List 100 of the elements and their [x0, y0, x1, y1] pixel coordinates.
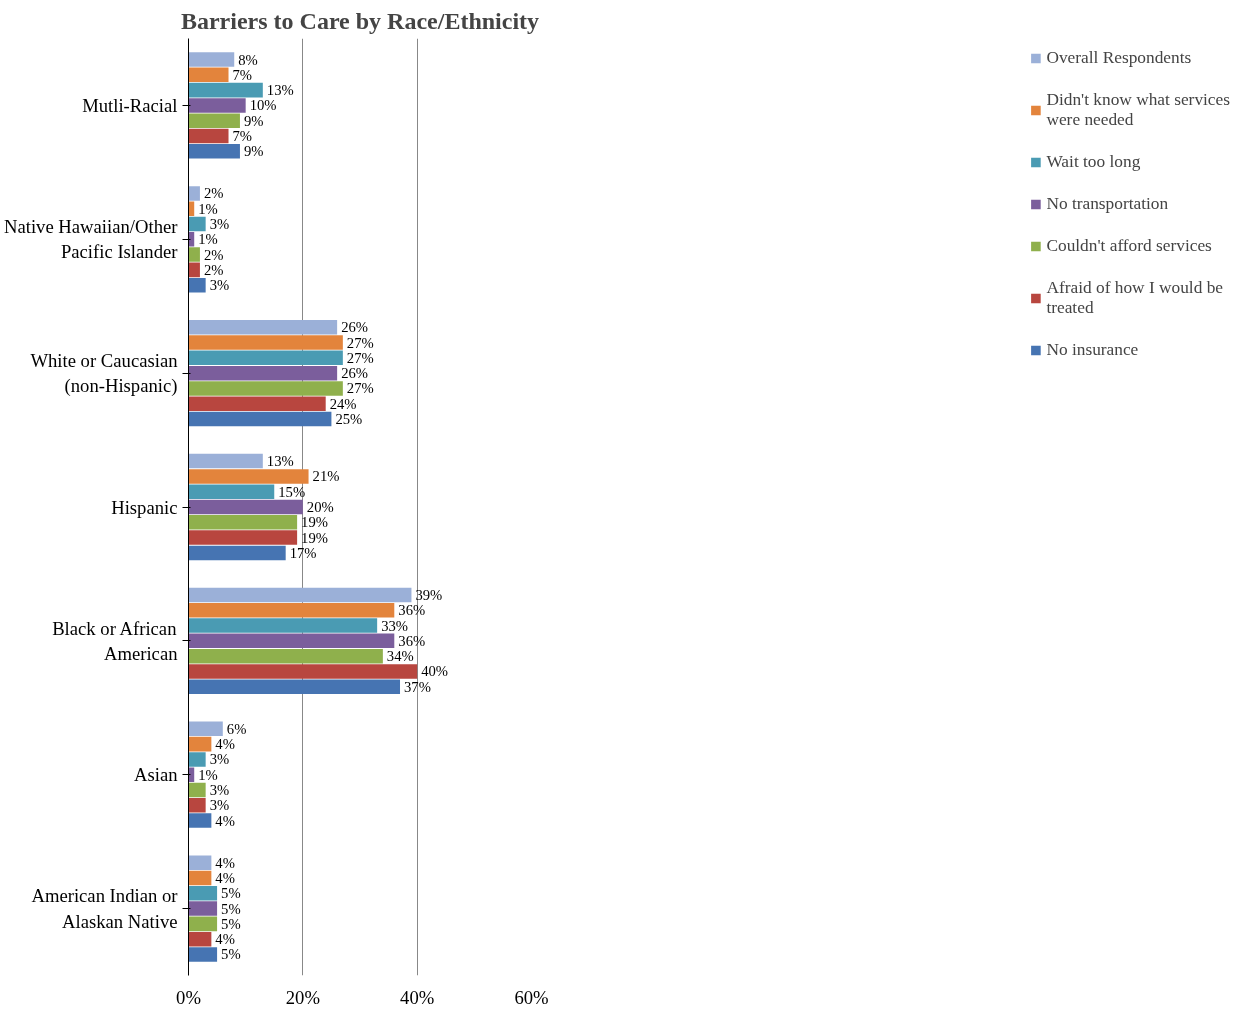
bar	[188, 587, 412, 603]
bar	[188, 782, 206, 798]
data-label: 3%	[209, 797, 230, 814]
bar	[188, 453, 263, 469]
bar	[188, 886, 218, 901]
legend-label: No insurance	[1046, 340, 1139, 360]
data-label: 13%	[266, 453, 294, 470]
bar	[188, 335, 343, 350]
legend-label: Afraid of how I would be treated	[1046, 278, 1224, 318]
data-label: 27%	[346, 380, 374, 397]
bar	[188, 201, 195, 216]
data-label: 27%	[346, 334, 374, 351]
data-label: 19%	[301, 529, 328, 546]
x-tick-label: 60%	[514, 986, 549, 1008]
bar	[188, 381, 343, 396]
data-label: 26%	[341, 319, 369, 336]
data-label: 15%	[278, 483, 306, 500]
y-tick-label: Mutli-Racial	[82, 94, 178, 116]
bar	[188, 855, 212, 870]
data-label: 5%	[221, 900, 241, 917]
bar	[188, 113, 240, 128]
data-label: 4%	[215, 931, 235, 948]
bar	[188, 901, 218, 916]
bar	[188, 186, 200, 201]
data-label: 2%	[203, 185, 224, 202]
data-label: 3%	[209, 277, 230, 294]
bar	[188, 319, 338, 335]
bar	[188, 396, 326, 412]
data-label: 36%	[398, 602, 426, 619]
bar	[188, 633, 395, 649]
x-tick-label: 0%	[176, 986, 201, 1008]
bar	[188, 365, 338, 381]
y-tick-label: American Indian or Alaskan Native	[31, 885, 179, 932]
bar	[188, 813, 212, 828]
bar	[188, 664, 418, 679]
bar	[188, 144, 240, 159]
y-tick-label: Black or African American	[52, 617, 179, 664]
data-label: 27%	[346, 349, 374, 366]
bar	[188, 216, 206, 232]
bar	[188, 128, 229, 144]
chart-title: Barriers to Care by Race/Ethnicity	[180, 7, 540, 34]
data-label: 6%	[226, 720, 247, 737]
y-tick-label: Asian	[133, 764, 179, 786]
bar	[188, 721, 223, 737]
data-label: 4%	[215, 869, 235, 886]
y-tick-label: White or Caucasian (non-Hispanic)	[30, 350, 179, 398]
data-label: 20%	[306, 499, 334, 515]
data-label: 17%	[289, 544, 317, 561]
y-tick-label: Native Hawaiian/Other Pacific Islander	[3, 216, 179, 263]
legend-label: No transportation	[1046, 194, 1169, 214]
data-label: 21%	[312, 468, 340, 485]
bar	[188, 545, 286, 561]
data-label: 3%	[209, 782, 230, 799]
bar	[188, 947, 218, 962]
x-tick-label: 40%	[400, 986, 435, 1008]
data-label: 5%	[221, 915, 241, 932]
bar	[188, 98, 246, 113]
data-label: 1%	[198, 766, 218, 783]
data-label: 19%	[301, 514, 328, 531]
data-label: 7%	[232, 66, 253, 83]
bar	[188, 247, 200, 262]
bar	[188, 530, 298, 545]
legend-label: Couldn't afford services	[1046, 236, 1212, 256]
data-label: 5%	[221, 885, 241, 902]
bar	[188, 411, 332, 427]
bar	[188, 469, 309, 484]
data-label: 9%	[243, 143, 264, 160]
bar	[188, 350, 343, 366]
bar	[188, 618, 378, 633]
legend-label: Didn't know what services were needed	[1046, 90, 1230, 130]
data-label: 4%	[215, 854, 235, 871]
bar	[188, 277, 206, 293]
data-label: 26%	[341, 365, 369, 382]
bar	[188, 262, 200, 278]
data-label: 24%	[329, 395, 357, 412]
data-label: 1%	[198, 231, 218, 248]
data-label: 40%	[421, 663, 449, 680]
bar	[188, 484, 275, 499]
data-label: 5%	[221, 946, 241, 963]
bar	[188, 679, 401, 695]
data-label: 37%	[404, 678, 431, 695]
data-label: 39%	[415, 586, 443, 603]
data-label: 3%	[209, 751, 230, 768]
data-label: 10%	[249, 97, 277, 114]
bar	[188, 67, 229, 83]
bar	[188, 798, 206, 813]
data-label: 2%	[203, 246, 224, 263]
y-tick-label: Hispanic	[111, 496, 178, 518]
data-label: 34%	[386, 648, 414, 665]
data-label: 8%	[238, 51, 258, 68]
bar	[188, 515, 298, 530]
legend-label: Overall Respondents	[1046, 48, 1192, 68]
data-label: 1%	[198, 200, 218, 217]
legend-label: Wait too long	[1046, 152, 1141, 172]
bar	[188, 916, 218, 932]
bar	[188, 52, 235, 67]
data-label: 3%	[209, 215, 230, 232]
bar	[188, 931, 212, 947]
data-label: 7%	[232, 128, 253, 145]
data-label: 9%	[243, 112, 264, 129]
